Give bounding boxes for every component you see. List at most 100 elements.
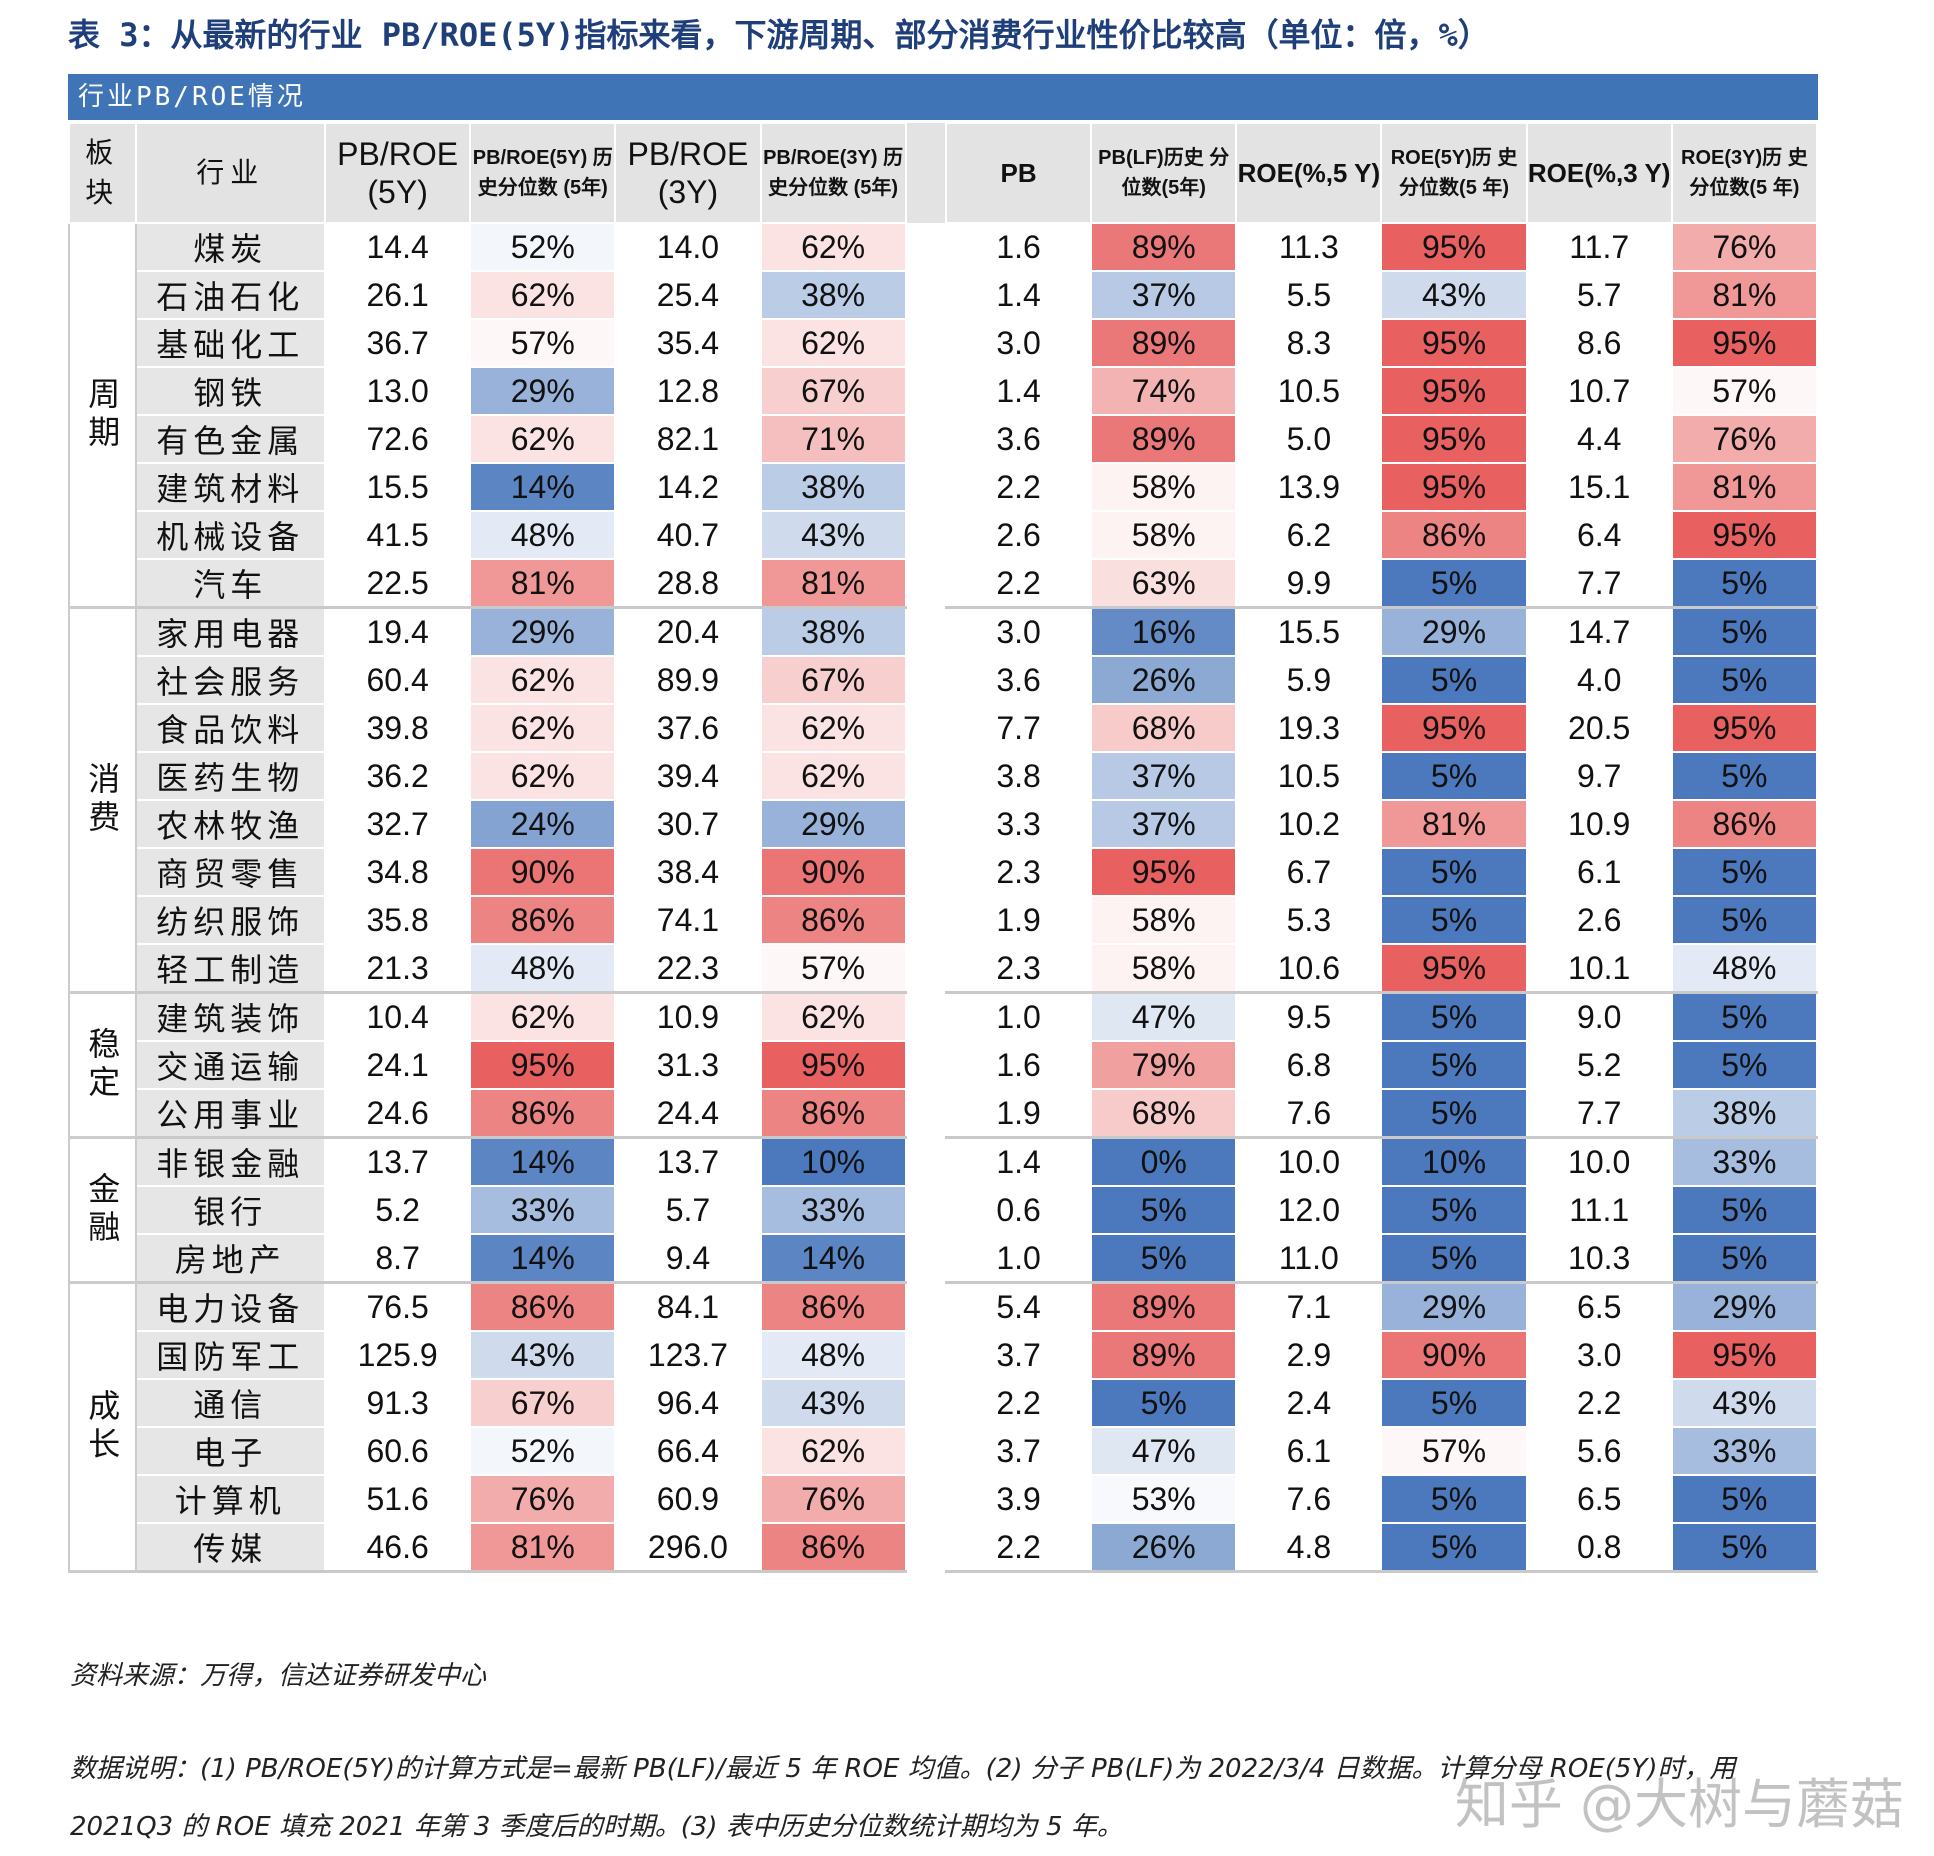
pbroe5-cell: 39.8: [324, 703, 472, 753]
roe5-pct-cell: 5%: [1380, 991, 1528, 1042]
roe3-pct-cell: 81%: [1670, 462, 1819, 512]
table-row: 轻工制造 21.3 48% 22.3 57% 2.3 58% 10.6 95% 10.1 48%: [69, 943, 1819, 994]
pbroe3-pct-cell: 67%: [759, 366, 907, 416]
header-roe5-pct: ROE(5Y)历 史分位数(5 年): [1380, 122, 1528, 224]
table-row: 公用事业 24.6 86% 24.4 86% 1.9 68% 7.6 5% 7.7 38%: [69, 1088, 1819, 1139]
roe5-cell: 2.9: [1235, 1330, 1383, 1380]
roe3-pct-cell: 5%: [1670, 895, 1819, 945]
roe5-cell: 10.0: [1235, 1136, 1383, 1187]
column-gap: [905, 1186, 946, 1234]
roe5-pct-cell: 95%: [1380, 318, 1528, 368]
roe3-pct-cell: 76%: [1670, 222, 1819, 272]
header-pbroe3: PB/ROE (3Y): [614, 122, 762, 224]
table-row: 稳定 建筑装饰 10.4 62% 10.9 62% 1.0 47% 9.5 5% 9.0 5%: [68, 991, 1819, 1139]
table-row: 交通运输 24.1 95% 31.3 95% 1.6 79% 6.8 5% 5.2 5%: [69, 1040, 1819, 1090]
pb-cell: 1.4: [944, 1136, 1093, 1187]
roe3-pct-cell: 57%: [1670, 366, 1819, 416]
roe3-pct-cell: 95%: [1670, 1330, 1819, 1380]
column-gap: [905, 319, 946, 367]
pbroe5-pct-cell: 86%: [469, 895, 617, 945]
data-explanation: 数据说明：(1) PB/ROE(5Y)的计算方式是=最新 PB(LF)/最近 5…: [70, 1740, 1910, 1856]
pb-cell: 2.3: [944, 943, 1093, 994]
roe5-pct-cell: 95%: [1380, 414, 1528, 464]
pb-cell: 1.0: [944, 1233, 1093, 1284]
pbroe3-cell: 38.4: [614, 847, 762, 897]
pbroe5-cell: 21.3: [324, 943, 472, 994]
pb-pct-cell: 95%: [1090, 847, 1238, 897]
pbroe3-cell: 31.3: [614, 1040, 762, 1090]
industry-cell: 轻工制造: [134, 943, 327, 994]
header-roe3-pct: ROE(3Y)历 史分位数(5 年): [1670, 122, 1819, 224]
roe5-pct-cell: 5%: [1380, 558, 1528, 609]
column-gap: [905, 271, 946, 319]
pb-cell: 2.2: [944, 1522, 1093, 1573]
industry-cell: 交通运输: [134, 1040, 327, 1090]
roe3-cell: 9.7: [1525, 751, 1673, 801]
table-row: 计算机 51.6 76% 60.9 76% 3.9 53% 7.6 5% 6.5 5%: [69, 1474, 1819, 1524]
industry-cell: 食品饮料: [134, 703, 327, 753]
roe5-pct-cell: 95%: [1380, 703, 1528, 753]
roe3-pct-cell: 38%: [1670, 1088, 1819, 1139]
pbroe3-pct-cell: 62%: [759, 991, 907, 1042]
roe3-pct-cell: 5%: [1670, 1522, 1819, 1573]
pbroe5-cell: 35.8: [324, 895, 472, 945]
pbroe3-pct-cell: 86%: [759, 1281, 907, 1332]
pbroe5-pct-cell: 52%: [469, 222, 617, 272]
column-gap: [905, 1379, 946, 1427]
pb-pct-cell: 0%: [1090, 1136, 1238, 1187]
roe3-pct-cell: 5%: [1670, 991, 1819, 1042]
pbroe5-pct-cell: 48%: [469, 510, 617, 560]
roe3-pct-cell: 33%: [1670, 1426, 1819, 1476]
roe3-pct-cell: 86%: [1670, 799, 1819, 849]
pb-cell: 0.6: [944, 1185, 1093, 1235]
table-row: 机械设备 41.5 48% 40.7 43% 2.6 58% 6.2 86% 6.4 95%: [69, 510, 1819, 560]
pbroe5-pct-cell: 24%: [469, 799, 617, 849]
pbroe3-cell: 13.7: [614, 1136, 762, 1187]
column-gap: [905, 1331, 946, 1379]
pbroe5-cell: 19.4: [324, 606, 472, 657]
table-row: 石油石化 26.1 62% 25.4 38% 1.4 37% 5.5 43% 5.7 81%: [69, 270, 1819, 320]
pbroe3-pct-cell: 10%: [759, 1136, 907, 1187]
roe5-pct-cell: 57%: [1380, 1426, 1528, 1476]
table-row: 医药生物 36.2 62% 39.4 62% 3.8 37% 10.5 5% 9.7 5%: [69, 751, 1819, 801]
pbroe5-cell: 76.5: [324, 1281, 472, 1332]
table-row: 房地产 8.7 14% 9.4 14% 1.0 5% 11.0 5% 10.3 5%: [69, 1233, 1819, 1284]
roe3-pct-cell: 5%: [1670, 847, 1819, 897]
pbroe5-pct-cell: 33%: [469, 1185, 617, 1235]
roe5-cell: 6.7: [1235, 847, 1383, 897]
pb-cell: 3.9: [944, 1474, 1093, 1524]
roe5-cell: 7.1: [1235, 1281, 1383, 1332]
pb-pct-cell: 37%: [1090, 799, 1238, 849]
pbroe5-pct-cell: 62%: [469, 703, 617, 753]
roe3-pct-cell: 33%: [1670, 1136, 1819, 1187]
pbroe3-pct-cell: 71%: [759, 414, 907, 464]
pb-cell: 3.7: [944, 1426, 1093, 1476]
pbroe5-cell: 60.6: [324, 1426, 472, 1476]
column-gap: [905, 896, 946, 944]
sector-cell: 稳定: [68, 991, 137, 1139]
pb-pct-cell: 68%: [1090, 1088, 1238, 1139]
pbroe5-cell: 13.7: [324, 1136, 472, 1187]
pb-cell: 3.3: [944, 799, 1093, 849]
roe5-pct-cell: 81%: [1380, 799, 1528, 849]
column-gap: [905, 463, 946, 511]
pbroe3-cell: 30.7: [614, 799, 762, 849]
roe3-pct-cell: 5%: [1670, 655, 1819, 705]
column-gap: [905, 123, 946, 223]
pbroe3-pct-cell: 62%: [759, 703, 907, 753]
industry-cell: 电子: [134, 1426, 327, 1476]
column-gap: [905, 1523, 946, 1572]
pb-cell: 3.6: [944, 414, 1093, 464]
industry-cell: 商贸零售: [134, 847, 327, 897]
roe3-cell: 0.8: [1525, 1522, 1673, 1573]
pb-cell: 1.4: [944, 270, 1093, 320]
roe5-cell: 9.9: [1235, 558, 1383, 609]
roe5-pct-cell: 5%: [1380, 751, 1528, 801]
pbroe3-cell: 12.8: [614, 366, 762, 416]
pb-pct-cell: 47%: [1090, 991, 1238, 1042]
table-title: 表 3：从最新的行业 PB/ROE(5Y)指标来看，下游周期、部分消费行业性价比…: [68, 16, 1490, 54]
sector-cell: 成长: [68, 1281, 137, 1573]
industry-cell: 社会服务: [134, 655, 327, 705]
pb-cell: 3.0: [944, 606, 1093, 657]
industry-cell: 国防军工: [134, 1330, 327, 1380]
